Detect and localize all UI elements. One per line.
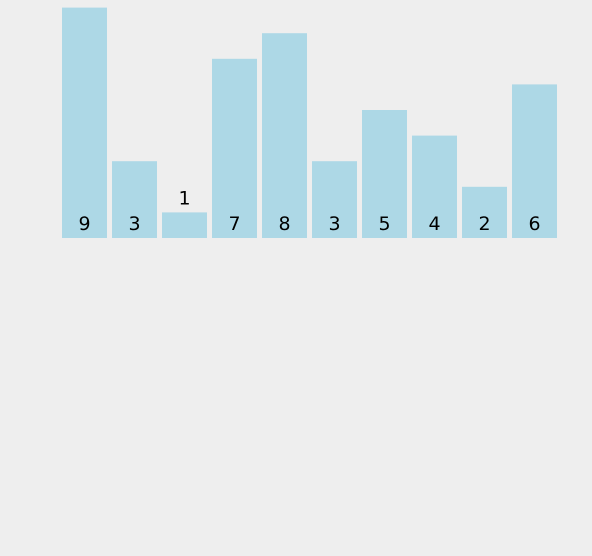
bar-9 [512, 84, 557, 239]
bar-7 [412, 135, 457, 238]
bar-value-label-8: 2 [478, 213, 490, 235]
bar-3 [212, 58, 257, 238]
bar-value-label-5: 3 [328, 213, 340, 235]
bar-value-label-7: 4 [428, 213, 440, 235]
bar-6 [362, 110, 407, 238]
bar-2 [162, 212, 207, 238]
data-labels-group: 9 3 1 7 8 3 5 4 2 6 [78, 187, 540, 235]
bar-8 [462, 186, 507, 238]
bar-0 [62, 7, 107, 238]
bar-value-label-6: 5 [378, 213, 390, 235]
bar-value-label-2: 1 [178, 187, 190, 209]
bars-group [62, 7, 557, 239]
bar-4 [262, 33, 307, 239]
bar-value-label-4: 8 [278, 213, 290, 235]
bar-1 [112, 161, 157, 238]
bar-value-label-0: 9 [78, 213, 90, 235]
bar-value-label-1: 3 [128, 213, 140, 235]
bar-value-label-3: 7 [228, 213, 240, 235]
bar-value-label-9: 6 [528, 213, 540, 235]
bar-5 [312, 161, 357, 238]
